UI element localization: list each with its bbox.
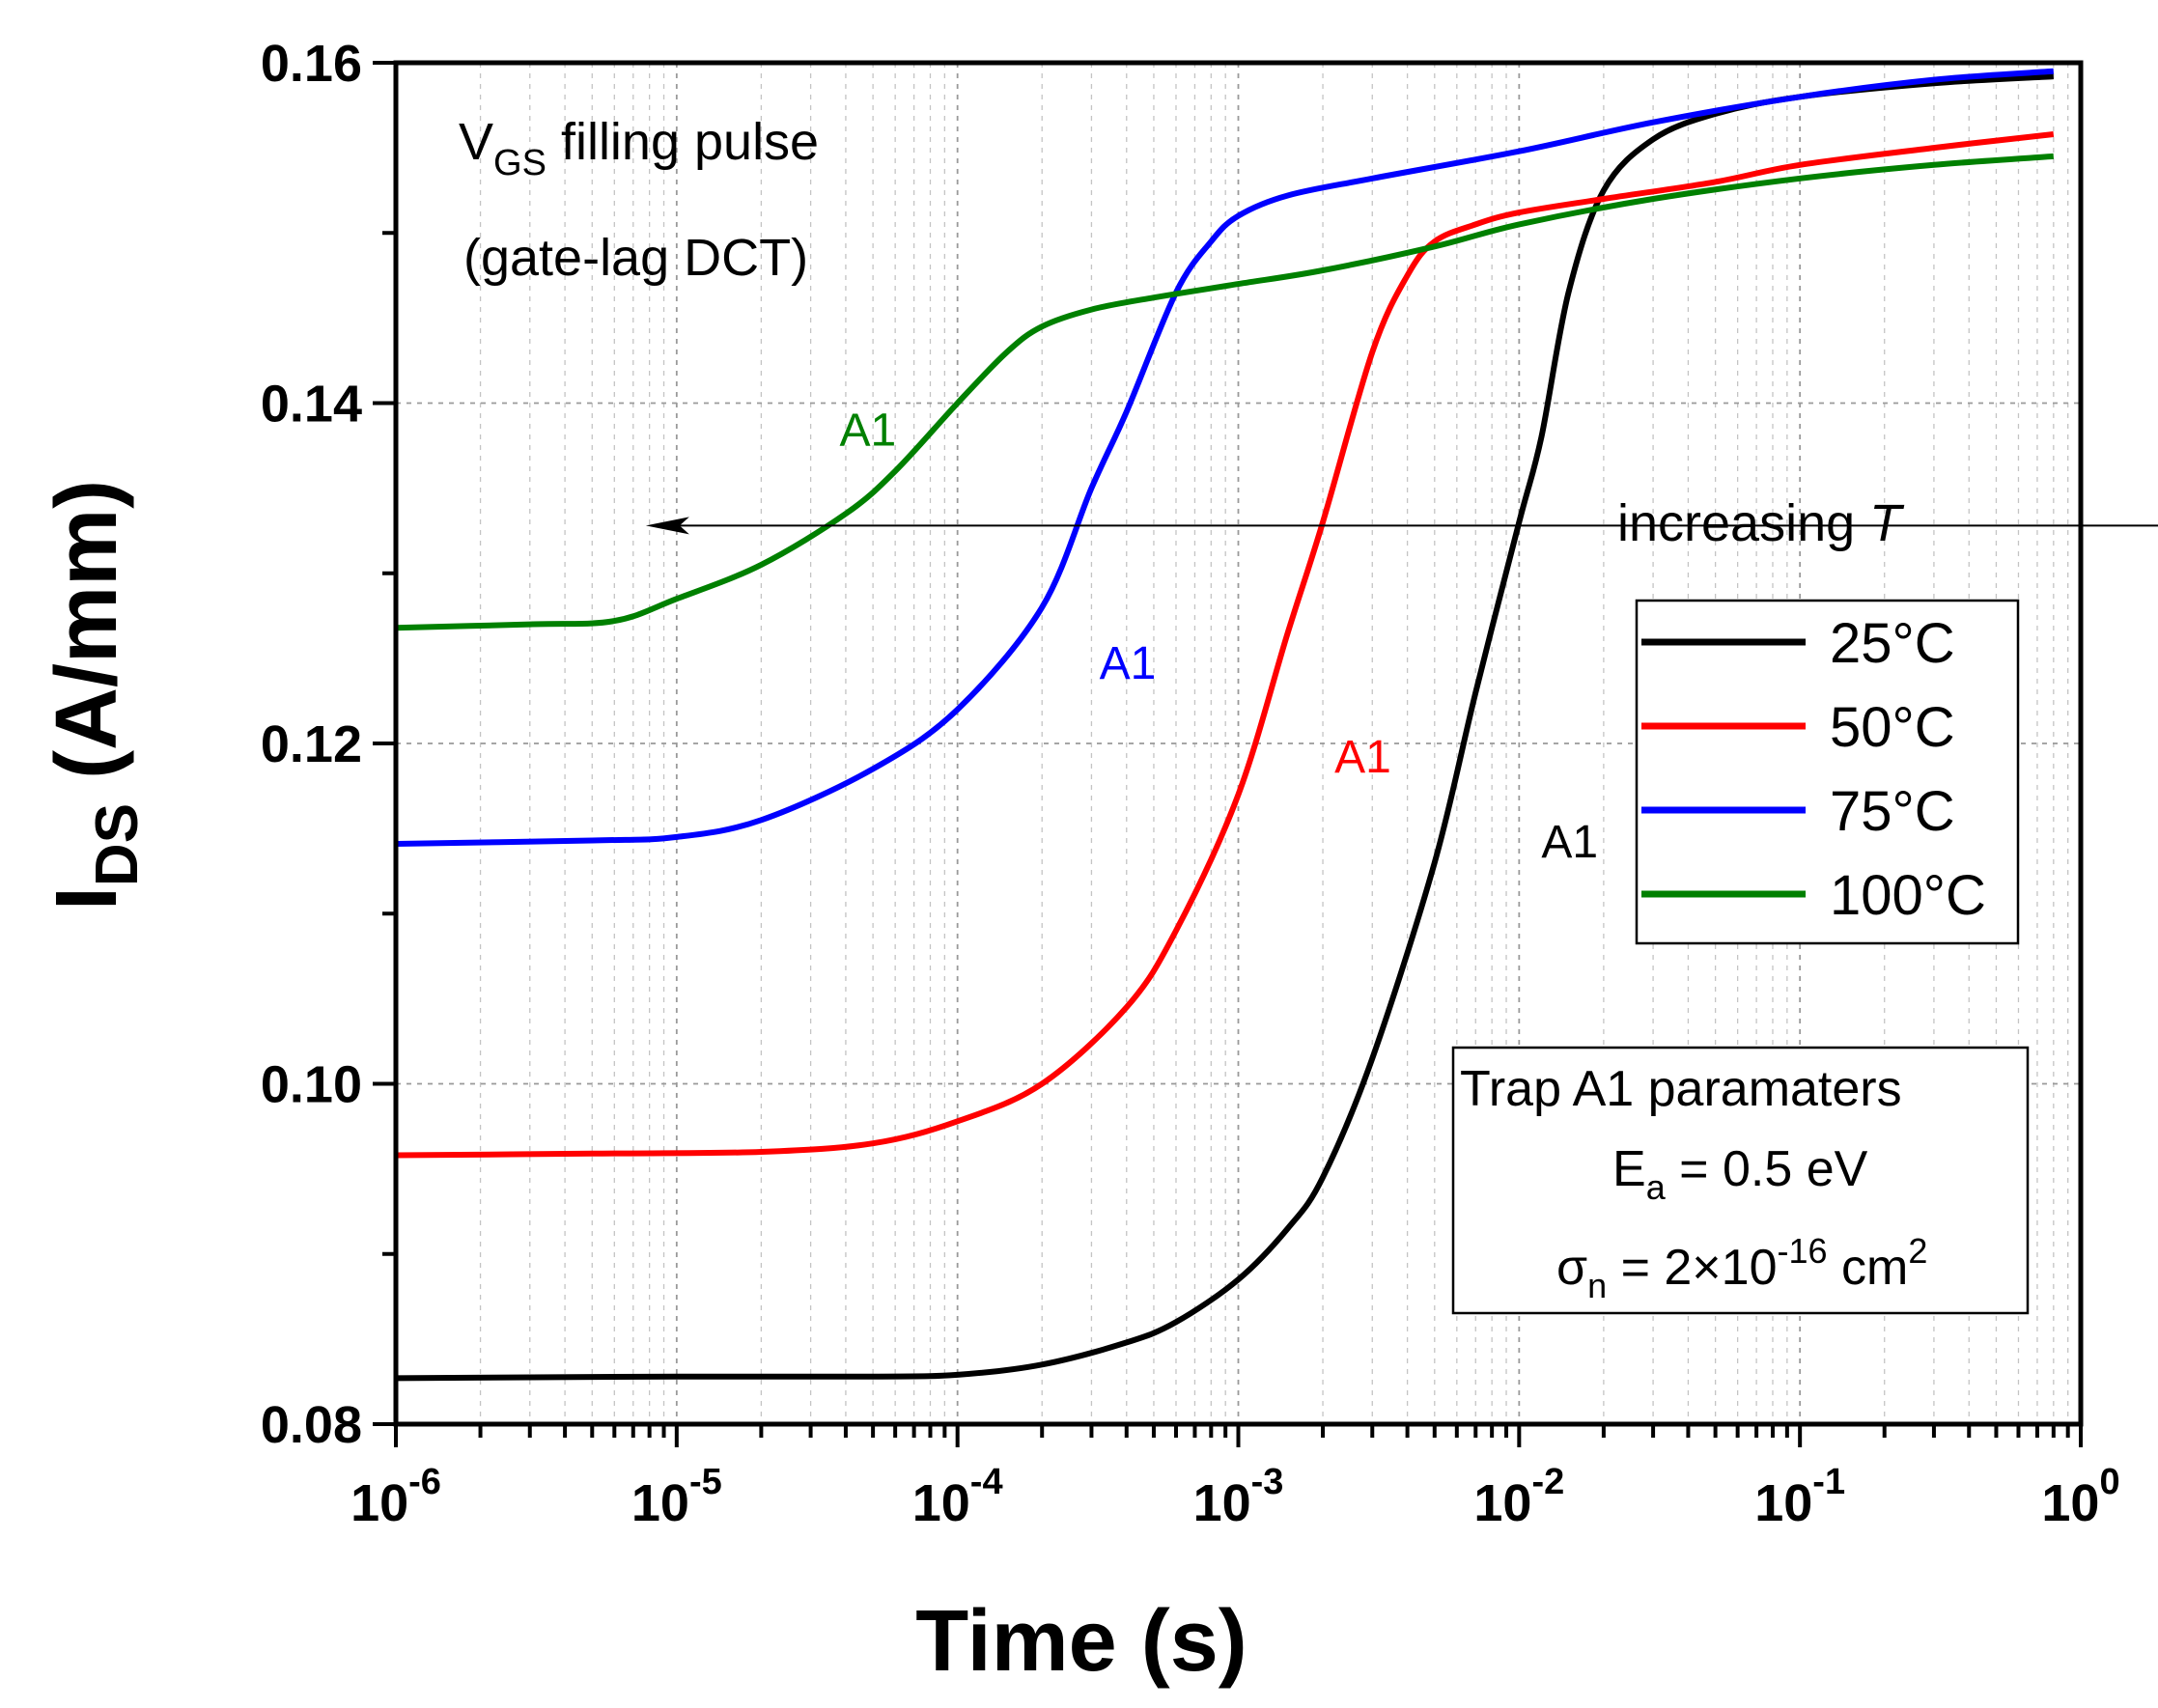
x-tick-labels: 10-6 10-5 10-4 10-3 10-2 10-1 100 — [350, 1462, 2120, 1532]
params-sigma-subscript: n — [1587, 1266, 1607, 1305]
legend-label: 75°C — [1830, 780, 1955, 843]
x-tick-label: 10-6 — [350, 1462, 441, 1532]
y-tick-label: 0.12 — [261, 715, 362, 773]
ticks — [373, 61, 2083, 1447]
pulse-annotation-rest: filling pulse — [547, 113, 819, 171]
arrow-label-italic: T — [1869, 494, 1905, 552]
params-sigma: σn = 2×10-16 cm2 — [1556, 1231, 1927, 1305]
arrow-head — [645, 517, 689, 535]
pulse-annotation-line1: VGS filling pulse — [459, 113, 819, 183]
series-line-50C — [395, 131, 2055, 1159]
x-tick-label: 100 — [2041, 1462, 2119, 1532]
y-tick-label: 0.16 — [261, 35, 362, 93]
y-axis-title: IDS (A/mm) — [39, 480, 151, 910]
pulse-annotation-subscript: GS — [493, 143, 547, 183]
params-sigma-exponent: -16 — [1778, 1231, 1828, 1271]
temperature-arrow — [645, 517, 2158, 535]
x-tick-label: 10-3 — [1193, 1462, 1284, 1532]
y-axis-title-unit: (A/mm) — [39, 480, 135, 803]
y-tick-labels: 0.08 0.10 0.12 0.14 0.16 — [261, 35, 362, 1454]
pulse-annotation-line2: (gate-lag DCT) — [463, 229, 808, 287]
series-line-25C — [395, 73, 2054, 1382]
params-ea-subscript: a — [1646, 1167, 1667, 1207]
params-sigma-unit-exponent: 2 — [1908, 1231, 1927, 1271]
legend-box — [1635, 599, 2020, 945]
legend-label: 100°C — [1830, 864, 1986, 927]
curve-labels: A1 A1 A1 A1 — [839, 406, 1598, 869]
params-box: Trap A1 paramaters Ea = 0.5 eV σn = 2×10… — [1451, 1046, 2030, 1315]
series-lines — [395, 68, 2055, 1382]
x-tick-label: 10-1 — [1754, 1462, 1845, 1532]
x-tick-label: 10-2 — [1473, 1462, 1564, 1532]
y-tick-label: 0.10 — [261, 1056, 362, 1114]
legend-label: 25°C — [1830, 612, 1955, 675]
legend-label: 50°C — [1830, 696, 1955, 759]
params-sigma-unit: cm — [1828, 1240, 1909, 1296]
curve-label-a1: A1 — [1334, 732, 1391, 783]
params-title: Trap A1 paramaters — [1460, 1061, 1902, 1117]
curve-label-a1: A1 — [839, 406, 896, 457]
series-line-100C — [395, 153, 2055, 631]
params-box-frame — [1451, 1046, 2030, 1315]
params-ea: Ea = 0.5 eV — [1612, 1141, 1868, 1207]
arrow-label: increasing T — [1617, 494, 1905, 552]
y-tick-label: 0.14 — [261, 376, 362, 434]
x-axis-title: Time (s) — [915, 1593, 1247, 1690]
curve-label-a1: A1 — [1100, 638, 1157, 689]
x-tick-label: 10-4 — [912, 1462, 1003, 1532]
curve-label-a1: A1 — [1541, 817, 1598, 868]
y-axis-title-subscript: DS — [84, 803, 151, 886]
params-sigma-value: = 2×10 — [1607, 1240, 1777, 1296]
grid — [396, 63, 2081, 1424]
legend: 25°C 50°C 75°C 100°C — [1635, 599, 2020, 945]
series-line-75C — [395, 68, 2055, 847]
x-tick-label: 10-5 — [631, 1462, 722, 1532]
y-tick-label: 0.08 — [261, 1396, 362, 1454]
params-ea-value: = 0.5 eV — [1666, 1141, 1868, 1197]
